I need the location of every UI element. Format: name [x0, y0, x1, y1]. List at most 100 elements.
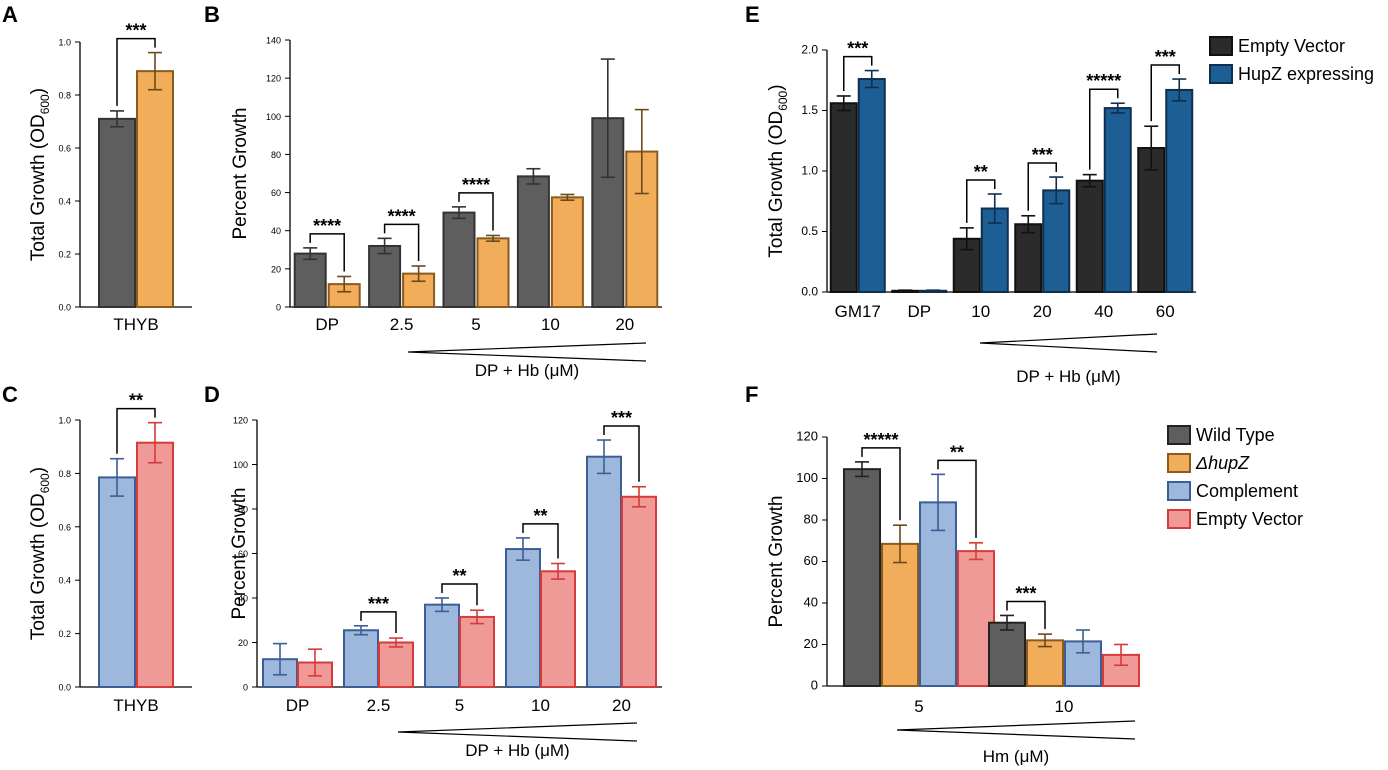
significance-label: ** — [452, 566, 466, 586]
x-axis-label: DP + Hb (μM) — [475, 361, 579, 380]
significance-label: *** — [847, 39, 868, 59]
significance-bracket — [116, 37, 156, 106]
bar — [516, 175, 550, 308]
x-tick-label: THYB — [113, 696, 158, 715]
x-axis-label: Hm (μM) — [983, 747, 1049, 766]
y-tick-label: 60 — [804, 553, 818, 568]
legend-label: Empty Vector — [1196, 509, 1303, 529]
legend-label: HupZ expressing — [1238, 64, 1374, 84]
bar — [98, 476, 136, 688]
legend-swatch — [1167, 481, 1191, 501]
concentration-wedge — [896, 720, 1136, 740]
panel-letter-f: F — [745, 382, 758, 407]
significance-label: **** — [388, 206, 416, 226]
significance-bracket — [116, 407, 156, 454]
legend-swatch — [1167, 509, 1191, 529]
y-axis-label: Total Growth (OD600) — [28, 467, 52, 640]
significance-bracket — [360, 611, 397, 634]
panel-letter-b: B — [204, 2, 220, 27]
y-tick-label: 20 — [238, 638, 248, 648]
y-tick-label: 40 — [804, 595, 818, 610]
significance-bracket — [1150, 64, 1180, 122]
y-tick-label: 60 — [238, 549, 248, 559]
significance-label: *** — [368, 594, 389, 614]
y-axis-label: Percent Growth — [766, 496, 787, 628]
significance-bracket — [458, 192, 494, 231]
y-axis-label-sub: 600 — [776, 90, 790, 110]
x-tick-label: 10 — [541, 315, 560, 334]
bar — [1137, 147, 1166, 293]
panel-letter-e: E — [745, 2, 760, 27]
y-tick-label: 0.8 — [58, 469, 71, 479]
bar — [293, 252, 327, 309]
y-tick-label: 0.2 — [58, 250, 71, 260]
y-tick-label: 80 — [804, 512, 818, 527]
y-tick-label: 120 — [266, 74, 281, 84]
x-tick-label: THYB — [113, 315, 158, 334]
panel-d-chart: 0 20 40 60 80 100 120 Percent Growth DP 2.5 5 10 20 *… — [229, 408, 662, 760]
bar — [1165, 88, 1194, 294]
y-tick-label: 0 — [243, 683, 248, 693]
x-tick-label: 60 — [1156, 302, 1175, 321]
x-tick-label: DP — [315, 315, 339, 334]
y-tick-label: 40 — [238, 594, 248, 604]
y-tick-label: 100 — [796, 470, 818, 485]
panel-c-chart: 0.0 0.2 0.4 0.6 0.8 1.0 Total Growth (OD600) TH… — [28, 391, 192, 715]
bar — [505, 548, 541, 688]
x-tick-label: 20 — [1033, 302, 1052, 321]
legend-swatch — [1167, 453, 1191, 473]
bar — [857, 78, 886, 294]
bar — [459, 615, 495, 688]
y-tick-label: 100 — [266, 112, 281, 122]
y-tick-label: 1.0 — [58, 38, 71, 48]
y-tick-label: 0 — [276, 303, 281, 313]
bar — [136, 441, 174, 688]
bar — [988, 621, 1026, 688]
x-tick-label: 20 — [612, 696, 631, 715]
bar — [1075, 179, 1104, 293]
legend-swatch — [1209, 36, 1233, 56]
y-tick-label: 1.0 — [58, 416, 71, 426]
significance-label: ** — [950, 442, 964, 462]
concentration-wedge — [397, 722, 638, 742]
y-axis-label-main: Total Growth (OD — [28, 114, 49, 261]
panel-b-chart: 0 20 40 60 80 100 120 140 Percent Growth DP 2.5 5 10… — [230, 36, 662, 380]
x-tick-label: DP — [286, 696, 310, 715]
significance-bracket — [966, 179, 996, 223]
significance-bracket — [309, 233, 345, 272]
y-tick-label: 2.0 — [801, 43, 818, 57]
significance-bracket — [1006, 600, 1046, 630]
y-tick-label: 1.5 — [801, 103, 818, 117]
x-tick-label: 10 — [531, 696, 550, 715]
significance-bracket — [383, 223, 420, 261]
significance-label: ***** — [863, 430, 898, 450]
legend-swatch — [1167, 425, 1191, 445]
y-tick-label: 0 — [811, 678, 818, 693]
x-tick-label: GM17 — [835, 302, 881, 321]
bar — [843, 468, 881, 687]
x-tick-label: 40 — [1094, 302, 1113, 321]
y-axis-label: Total Growth (OD600) — [28, 88, 52, 261]
bar — [378, 641, 414, 688]
y-tick-label: 0.6 — [58, 144, 71, 154]
bar — [343, 629, 379, 689]
x-axis-label: DP + Hb (μM) — [465, 741, 569, 760]
y-tick-label: 20 — [804, 636, 818, 651]
y-tick-label: 0.2 — [58, 629, 71, 639]
x-tick-label: 5 — [471, 315, 480, 334]
bar — [829, 102, 858, 293]
y-axis-label: Percent Growth — [230, 108, 251, 240]
y-axis-label-sub: 600 — [38, 94, 52, 114]
x-tick-label: 2.5 — [390, 315, 414, 334]
y-tick-label: 80 — [238, 505, 248, 515]
bar — [476, 237, 510, 308]
bar — [586, 455, 622, 688]
significance-label: ** — [974, 162, 988, 182]
y-axis-label-end: ) — [28, 88, 49, 94]
legend-label: Empty Vector — [1238, 36, 1345, 56]
x-tick-label: 20 — [615, 315, 634, 334]
significance-label: *** — [1032, 145, 1053, 165]
bar — [1042, 189, 1071, 293]
